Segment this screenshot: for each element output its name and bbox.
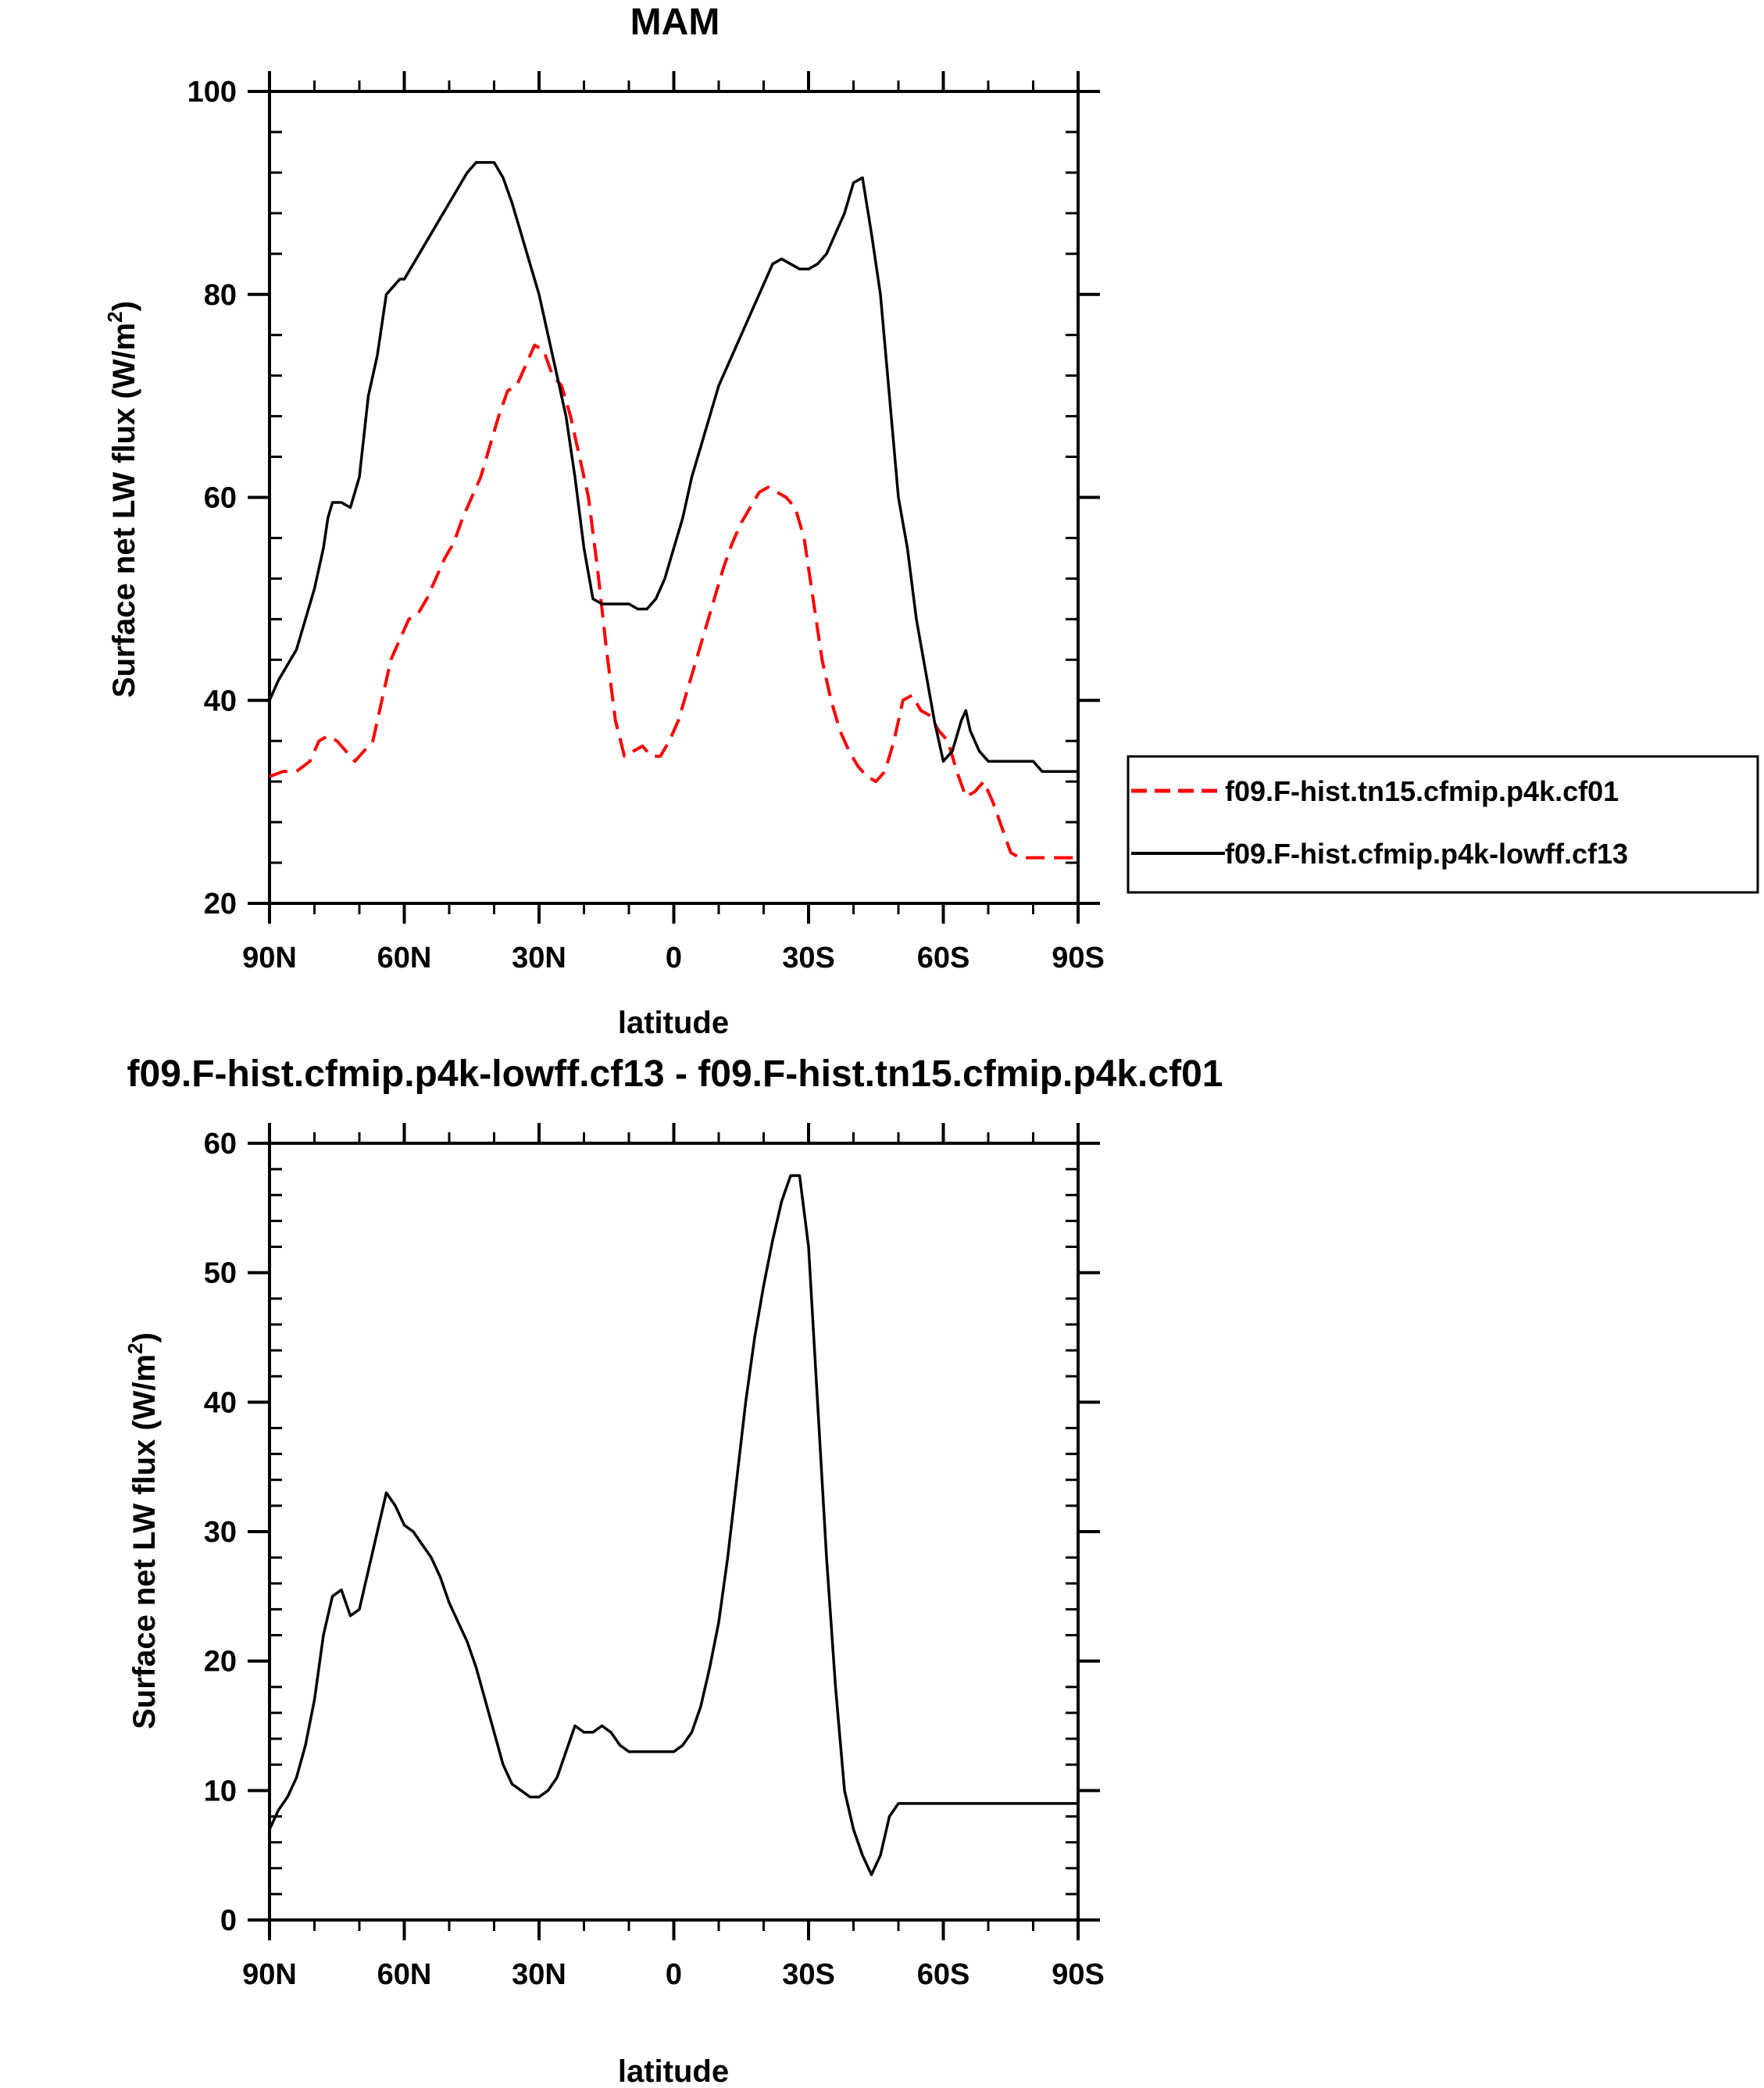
x-tick-label-top: 60S <box>917 942 970 974</box>
x-tick-label-top: 90S <box>1052 942 1105 974</box>
legend: f09.F-hist.tn15.cfmip.p4k.cf01 f09.F-his… <box>1127 755 1759 894</box>
x-tick-label-bottom: 60S <box>917 1958 970 1991</box>
series-line-bottom-0 <box>268 1174 1078 1876</box>
x-tick-label-top: 30N <box>512 942 566 974</box>
x-tick-label-bottom: 30S <box>782 1958 835 1991</box>
series-line-top-0 <box>269 343 1078 860</box>
bottom-series <box>268 1174 1078 1876</box>
legend-label-cf13: f09.F-hist.cfmip.p4k-lowff.cf13 <box>1225 838 1628 870</box>
y-axis-label-bottom: Surface net LW flux (W/m2) <box>123 1332 162 1729</box>
y-tick-label-top: 80 <box>204 279 237 312</box>
x-tick-label-bottom: 30N <box>512 1958 566 1991</box>
x-tick-label-top: 30S <box>782 942 835 974</box>
y-tick-label-bottom: 20 <box>204 1646 237 1679</box>
x-axis-label-top: latitude <box>618 1006 729 1040</box>
x-tick-label-bottom: 90N <box>242 1958 297 1991</box>
legend-box <box>1127 755 1759 894</box>
bottom-axes: 90N 60N 30N 0 30S 60S 90S 0 10 20 30 40 50 60 <box>204 1123 1105 1991</box>
y-tick-label-bottom: 10 <box>204 1775 237 1807</box>
x-axis-label-bottom: latitude <box>618 2054 729 2088</box>
y-tick-label-bottom: 60 <box>204 1128 237 1160</box>
y-tick-label-bottom: 30 <box>204 1516 237 1549</box>
chart-title-top: MAM <box>630 2 720 43</box>
y-tick-label-bottom: 50 <box>204 1257 237 1290</box>
panel-bottom: f09.F-hist.cfmip.p4k-lowff.cf13 - f09.F-… <box>123 1053 1223 2088</box>
chart-title-bottom: f09.F-hist.cfmip.p4k-lowff.cf13 - f09.F-… <box>127 1053 1223 1095</box>
y-tick-label-top: 40 <box>204 685 237 717</box>
y-axis-label-top: Surface net LW flux (W/m2) <box>103 301 141 698</box>
top-series <box>268 161 1078 860</box>
top-axes: 90N 60N 30N 0 30S 60S 90S 20 40 60 80 100 <box>187 71 1105 974</box>
plot-frame-top <box>268 90 1080 905</box>
panel-top: MAM 90N 60N 30N 0 30S 60S 90S 20 40 60 80 100 latit… <box>103 2 1759 1040</box>
x-tick-label-top: 0 <box>666 942 682 974</box>
x-tick-label-bottom: 90S <box>1052 1958 1105 1991</box>
legend-label-cf01: f09.F-hist.tn15.cfmip.p4k.cf01 <box>1225 775 1619 807</box>
series-line-top-1 <box>268 161 1078 773</box>
y-tick-label-top: 20 <box>204 888 237 921</box>
y-tick-label-bottom: 0 <box>220 1904 237 1937</box>
x-tick-label-top: 60N <box>377 942 432 974</box>
x-tick-label-bottom: 60N <box>377 1958 432 1991</box>
y-tick-label-bottom: 40 <box>204 1386 237 1419</box>
y-tick-label-top: 100 <box>187 76 237 109</box>
y-tick-label-top: 60 <box>204 482 237 515</box>
x-tick-label-bottom: 0 <box>666 1958 682 1991</box>
x-tick-label-top: 90N <box>242 942 297 974</box>
